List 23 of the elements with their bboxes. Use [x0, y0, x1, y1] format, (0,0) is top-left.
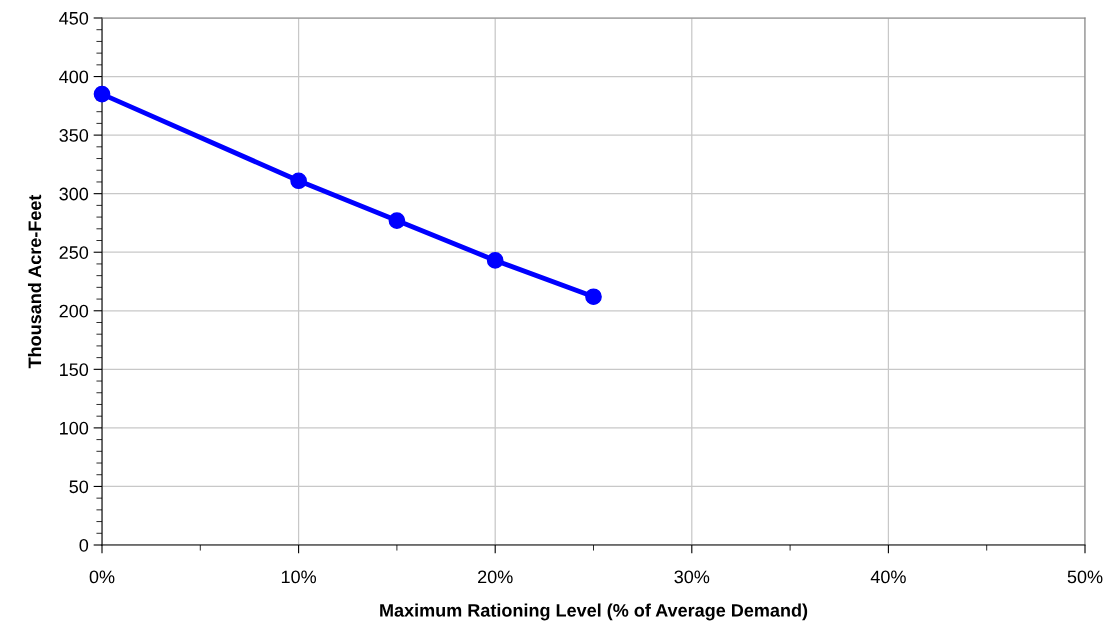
- x-tick-label: 30%: [674, 570, 710, 584]
- x-tick-label: 50%: [1067, 570, 1103, 584]
- y-tick-label: 100: [60, 421, 89, 435]
- y-tick-label: 0: [79, 538, 89, 552]
- y-tick-label: 400: [59, 70, 89, 84]
- y-tick-label: 150: [60, 363, 89, 377]
- y-tick-label: 250: [59, 246, 89, 259]
- x-axis-title: Maximum Rationing Level (% of Average Demand): [380, 603, 808, 621]
- y-tick-label: 300: [59, 187, 89, 201]
- point: [388, 212, 406, 229]
- x-tick-label: 40%: [870, 570, 906, 584]
- y-tick-label: 350: [59, 129, 89, 142]
- y-tick-label: 200: [59, 304, 89, 318]
- point: [585, 288, 602, 306]
- point: [93, 85, 111, 103]
- point: [290, 172, 307, 190]
- x-tick-label: 0%: [89, 570, 115, 584]
- x-tick-label: 10%: [281, 570, 317, 584]
- x-tick-label: 20%: [478, 570, 513, 584]
- y-tick-label: 50: [69, 480, 89, 494]
- y-axis-title: Thousand Acre-Feet: [27, 194, 42, 369]
- y-tick-label: 450: [59, 11, 89, 25]
- point: [486, 252, 504, 269]
